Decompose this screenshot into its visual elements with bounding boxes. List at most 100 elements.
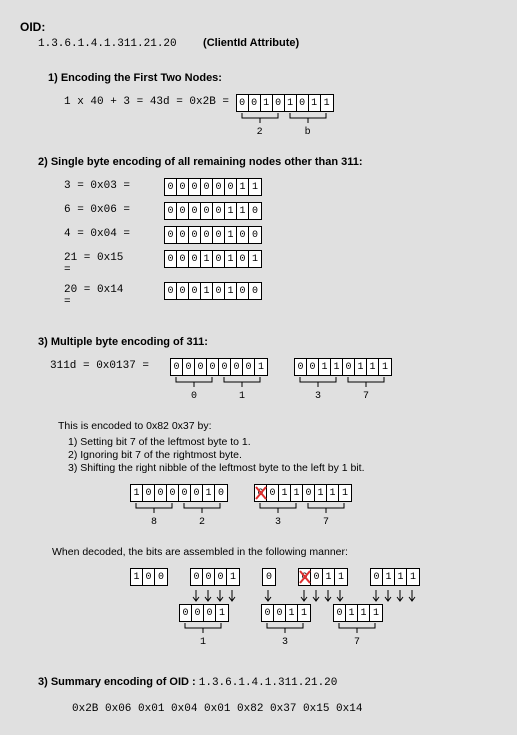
bit-cell: 1 [327,485,339,501]
bit-cell: 1 [309,95,321,111]
bit-cell: 1 [298,605,310,621]
nibble-label: b [284,127,332,138]
bit-cell: 0 [203,569,215,585]
bit-byte: 00110111 [294,358,392,376]
bit-cell: 0 [171,359,183,375]
bit-cell: 1 [225,251,237,267]
bit-cell: 1 [201,251,213,267]
arrow-icon [370,588,382,604]
arrow-icon [226,588,238,604]
bit-cell: 0 [177,251,189,267]
encoded-intro: This is encoded to 0x82 0x37 by: [58,420,497,432]
encoding-row: 4 = 0x04 = 00000100 [64,226,497,244]
bit-cell: 1 [201,283,213,299]
bit-cell: 1 [285,95,297,111]
bit-cell: 0 [165,283,177,299]
encoding-row: 21 = 0x15 =00010101 [64,250,497,276]
step-text: 1) Setting bit 7 of the leftmost byte to… [68,436,497,448]
arrow-icon [382,588,394,604]
bit-cell: 1 [323,569,335,585]
summary-bytes: 0x2B 0x06 0x01 0x04 0x01 0x82 0x37 0x15 … [72,703,497,715]
bit-cell: 0 [189,203,201,219]
bit-cell: 0 [189,251,201,267]
bit-cell: 0 [249,203,261,219]
arrow-icon [406,588,418,604]
bit-cell: 0 [177,283,189,299]
nibble-label: 7 [342,391,390,402]
bit-cell: 1 [358,605,370,621]
bit-cell: 0 [143,569,155,585]
bit-byte: 00000011 [164,178,262,196]
bit-cell: 0 [249,95,261,111]
bit-byte: 00101011 [236,94,334,112]
bit-cell: 1 [131,485,143,501]
bit-cell: 0 [155,485,167,501]
bit-cell: 0 [299,569,311,585]
arrow-icon [202,588,214,604]
decode-text: When decoded, the bits are assembled in … [52,546,497,558]
bit-cell: 0 [167,485,179,501]
nibble-label: 0 [170,391,218,402]
bit-byte: 00110111 [254,484,352,502]
arrow-icon [334,588,346,604]
encoding-label: 4 = 0x04 = [64,226,164,240]
bit-cell: 1 [237,179,249,195]
bit-cell: 1 [216,605,228,621]
section4-title: 3) Summary encoding of OID : 1.3.6.1.4.1… [38,676,497,689]
arrow-icon [322,588,334,604]
bit-cell: 0 [371,569,383,585]
bit-cell: 0 [215,485,227,501]
bit-cell: 0 [213,227,225,243]
bit-cell: 1 [203,485,215,501]
bit-cell: 1 [286,605,298,621]
bit-cell: 1 [367,359,379,375]
nibble-label: 7 [333,637,381,648]
bit-cell: 0 [180,605,192,621]
arrow-icon [394,588,406,604]
bit-cell: 1 [321,95,333,111]
bit-cell: 0 [155,569,167,585]
bit-cell: 0 [273,95,285,111]
nibble-label: 2 [236,127,284,138]
decode-diagram: 1000001000110111 000110011301117 [130,568,497,648]
bit-cell: 1 [131,569,143,585]
bit-byte: 0011 [261,604,311,622]
encoding-label: 6 = 0x06 = [64,202,164,216]
bit-byte: 100 [130,568,168,586]
bit-byte: 0111 [370,568,420,586]
arrow-icon [262,588,274,604]
bit-cell: 0 [201,227,213,243]
bit-cell: 1 [383,569,395,585]
bit-byte: 00000001 [170,358,268,376]
bit-cell: 0 [165,203,177,219]
bit-cell: 1 [249,251,261,267]
bit-cell: 0 [263,569,275,585]
bit-cell: 0 [213,283,225,299]
section1-row: 1 x 40 + 3 = 43d = 0x2B = 00101011 2b [64,94,497,138]
bit-cell: 0 [165,179,177,195]
bit-cell: 0 [177,203,189,219]
bit-cell: 1 [335,569,347,585]
bit-cell: 0 [189,179,201,195]
bit-cell: 0 [177,179,189,195]
bit-cell: 1 [331,359,343,375]
bit-cell: 0 [183,359,195,375]
bit-cell: 0 [213,251,225,267]
bit-cell: 1 [225,227,237,243]
bit-byte: 0 [262,568,276,586]
bit-cell: 0 [249,227,261,243]
bit-byte: 00000110 [164,202,262,220]
bit-cell: 1 [255,359,267,375]
bit-cell: 0 [237,227,249,243]
nibble-label: 3 [254,517,302,528]
bit-cell: 0 [343,359,355,375]
section3-title: 3) Multiple byte encoding of 311: [38,336,497,348]
oid-value-line: 1.3.6.1.4.1.311.21.20 (ClientId Attribut… [38,37,497,50]
nibble-label: 3 [261,637,309,648]
bit-cell: 0 [262,605,274,621]
bit-cell: 1 [319,359,331,375]
bit-byte: 0011 [298,568,348,586]
bit-cell: 0 [274,605,286,621]
bit-byte: 0111 [333,604,383,622]
bit-cell: 0 [165,251,177,267]
